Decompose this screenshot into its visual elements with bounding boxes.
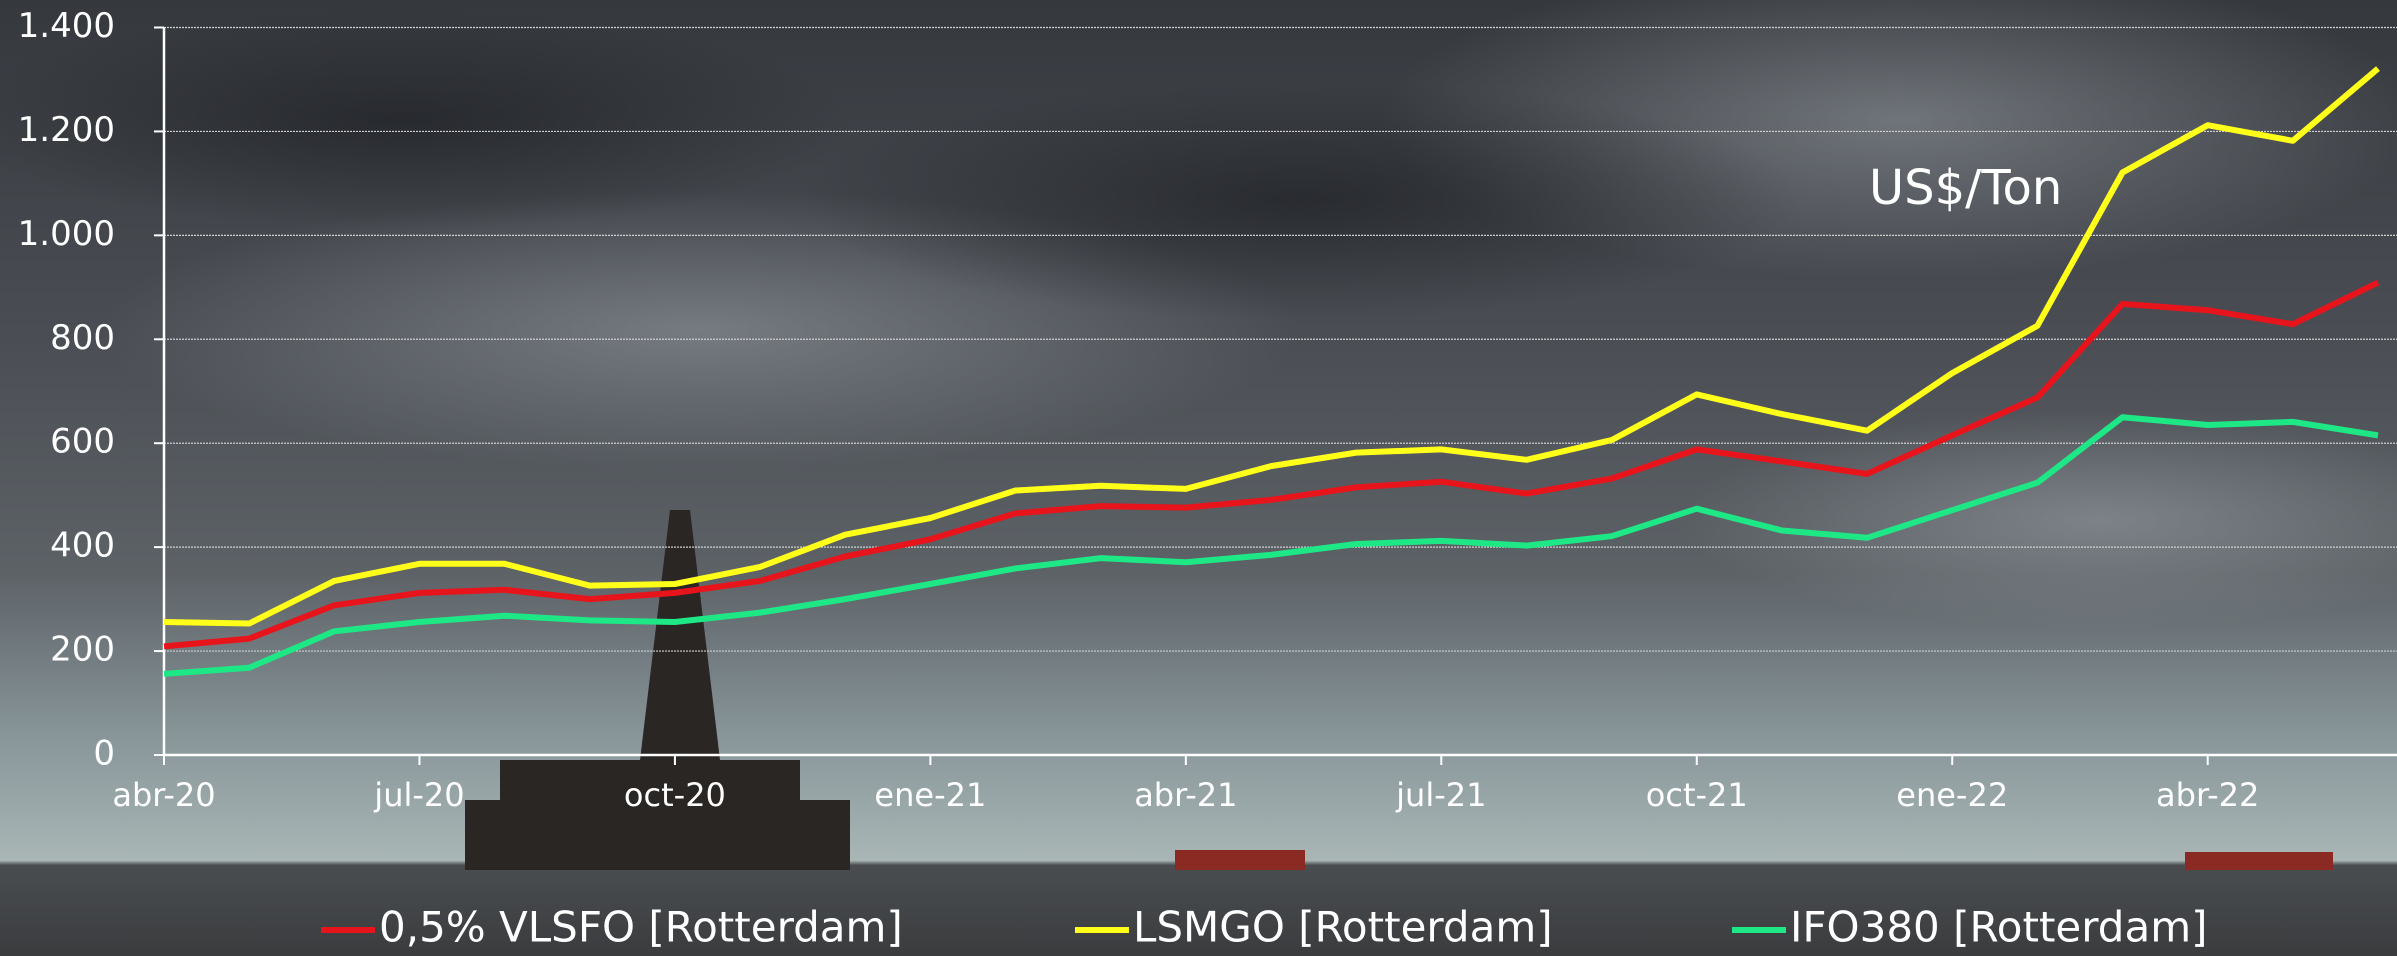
legend-label: LSMGO [Rotterdam] [1133, 903, 1553, 952]
series-line [163, 414, 2379, 677]
x-tick-label: abr-22 [2156, 776, 2259, 814]
x-tick-label: abr-21 [1134, 776, 1237, 814]
y-tick-label: 1.400 [18, 6, 115, 46]
annotation: US$/Ton [1869, 160, 2062, 216]
x-tick-label: oct-20 [624, 776, 726, 814]
x-tick-label: oct-21 [1646, 776, 1748, 814]
y-tick-label: 0 [93, 734, 115, 774]
y-tick-label: 1.000 [18, 214, 115, 254]
series-line [163, 279, 2380, 650]
y-tick-label: 400 [50, 526, 115, 566]
x-tick-label: ene-21 [874, 776, 986, 814]
legend-label: IFO380 [Rotterdam] [1790, 903, 2208, 952]
x-tick-label: abr-20 [112, 776, 215, 814]
x-tick-label: ene-22 [1896, 776, 2008, 814]
y-tick-label: 200 [50, 630, 115, 670]
y-tick-label: 600 [50, 422, 115, 462]
series-line [163, 66, 2380, 627]
legend-label: 0,5% VLSFO [Rotterdam] [379, 903, 903, 952]
x-tick-label: jul-21 [1395, 776, 1486, 814]
y-tick-label: 800 [50, 318, 115, 358]
x-tick-label: jul-20 [373, 776, 464, 814]
y-tick-label: 1.200 [18, 110, 115, 150]
